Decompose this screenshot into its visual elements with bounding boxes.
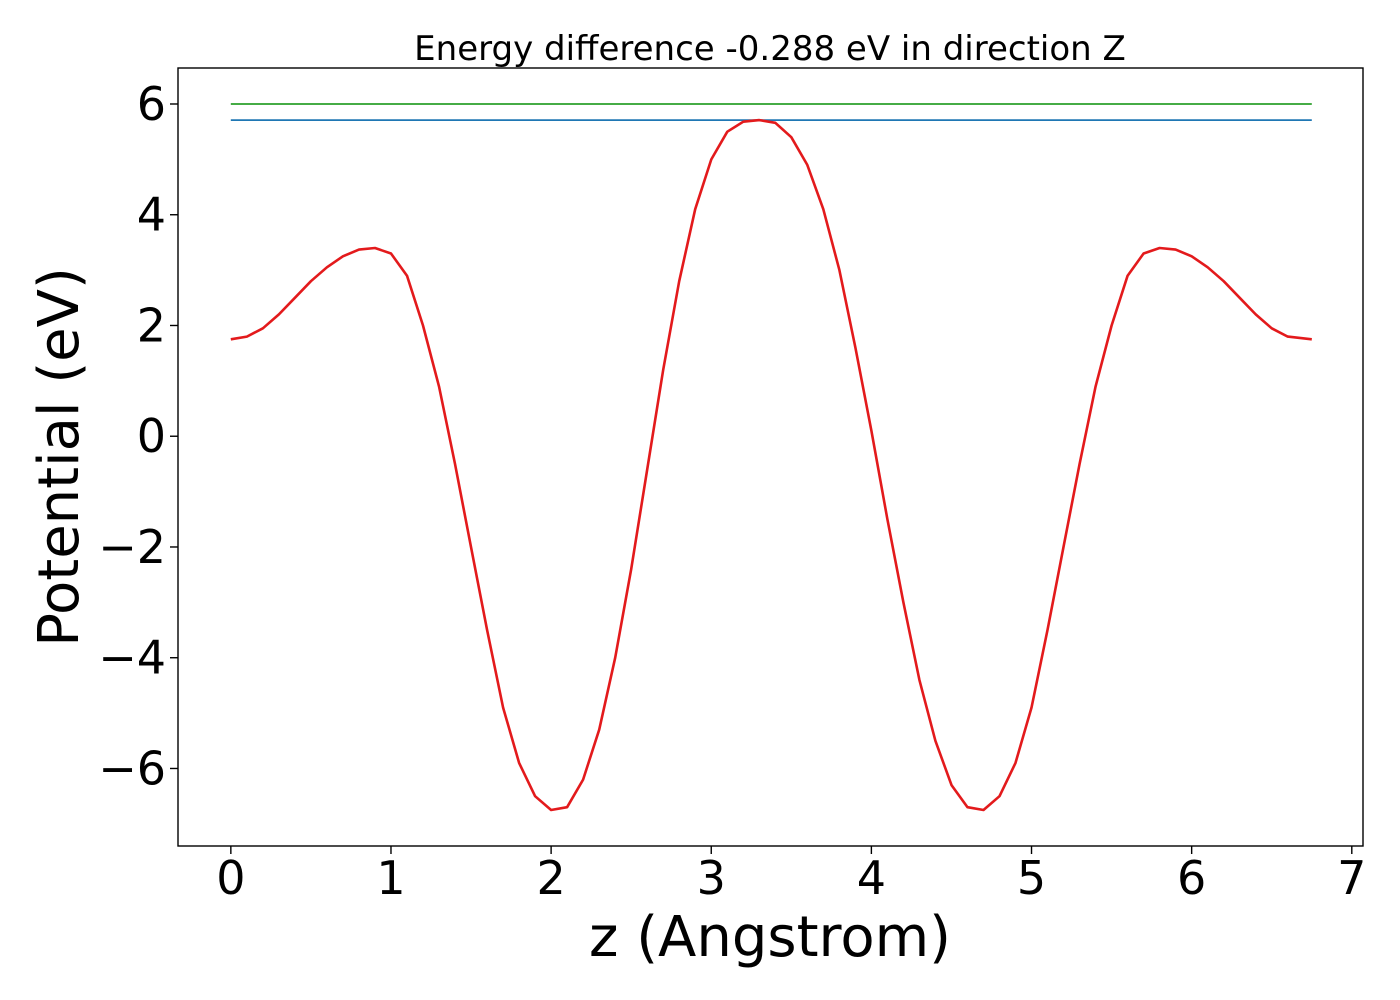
- y-tick-label: −4: [98, 631, 166, 685]
- chart-title: Energy difference -0.288 eV in direction…: [414, 29, 1126, 69]
- x-tick-label: 4: [857, 851, 886, 905]
- y-tick-label: 6: [137, 77, 166, 131]
- y-tick-label: −6: [98, 741, 166, 795]
- y-tick-label: −2: [98, 520, 166, 574]
- plot-area-frame: [177, 67, 1364, 847]
- plot-lines: [230, 103, 1312, 812]
- x-tick-label: 1: [376, 851, 405, 905]
- series-line-3: [230, 118, 1312, 812]
- y-axis-label: Potential (eV): [27, 267, 92, 647]
- x-tick-label: 7: [1337, 851, 1366, 905]
- y-axis-ticks: −6 −4 −2 0 2 4 6: [98, 77, 178, 795]
- x-axis-ticks: 0 1 2 3 4 5 6 7: [216, 846, 1366, 905]
- x-tick-label: 2: [536, 851, 565, 905]
- y-tick-label: 4: [137, 188, 166, 242]
- y-tick-label: 2: [137, 298, 166, 352]
- x-tick-label: 6: [1177, 851, 1206, 905]
- y-tick-label: 0: [137, 409, 166, 463]
- x-tick-label: 5: [1017, 851, 1046, 905]
- x-axis-label: z (Angstrom): [589, 905, 951, 970]
- x-tick-label: 3: [697, 851, 726, 905]
- x-tick-label: 0: [216, 851, 245, 905]
